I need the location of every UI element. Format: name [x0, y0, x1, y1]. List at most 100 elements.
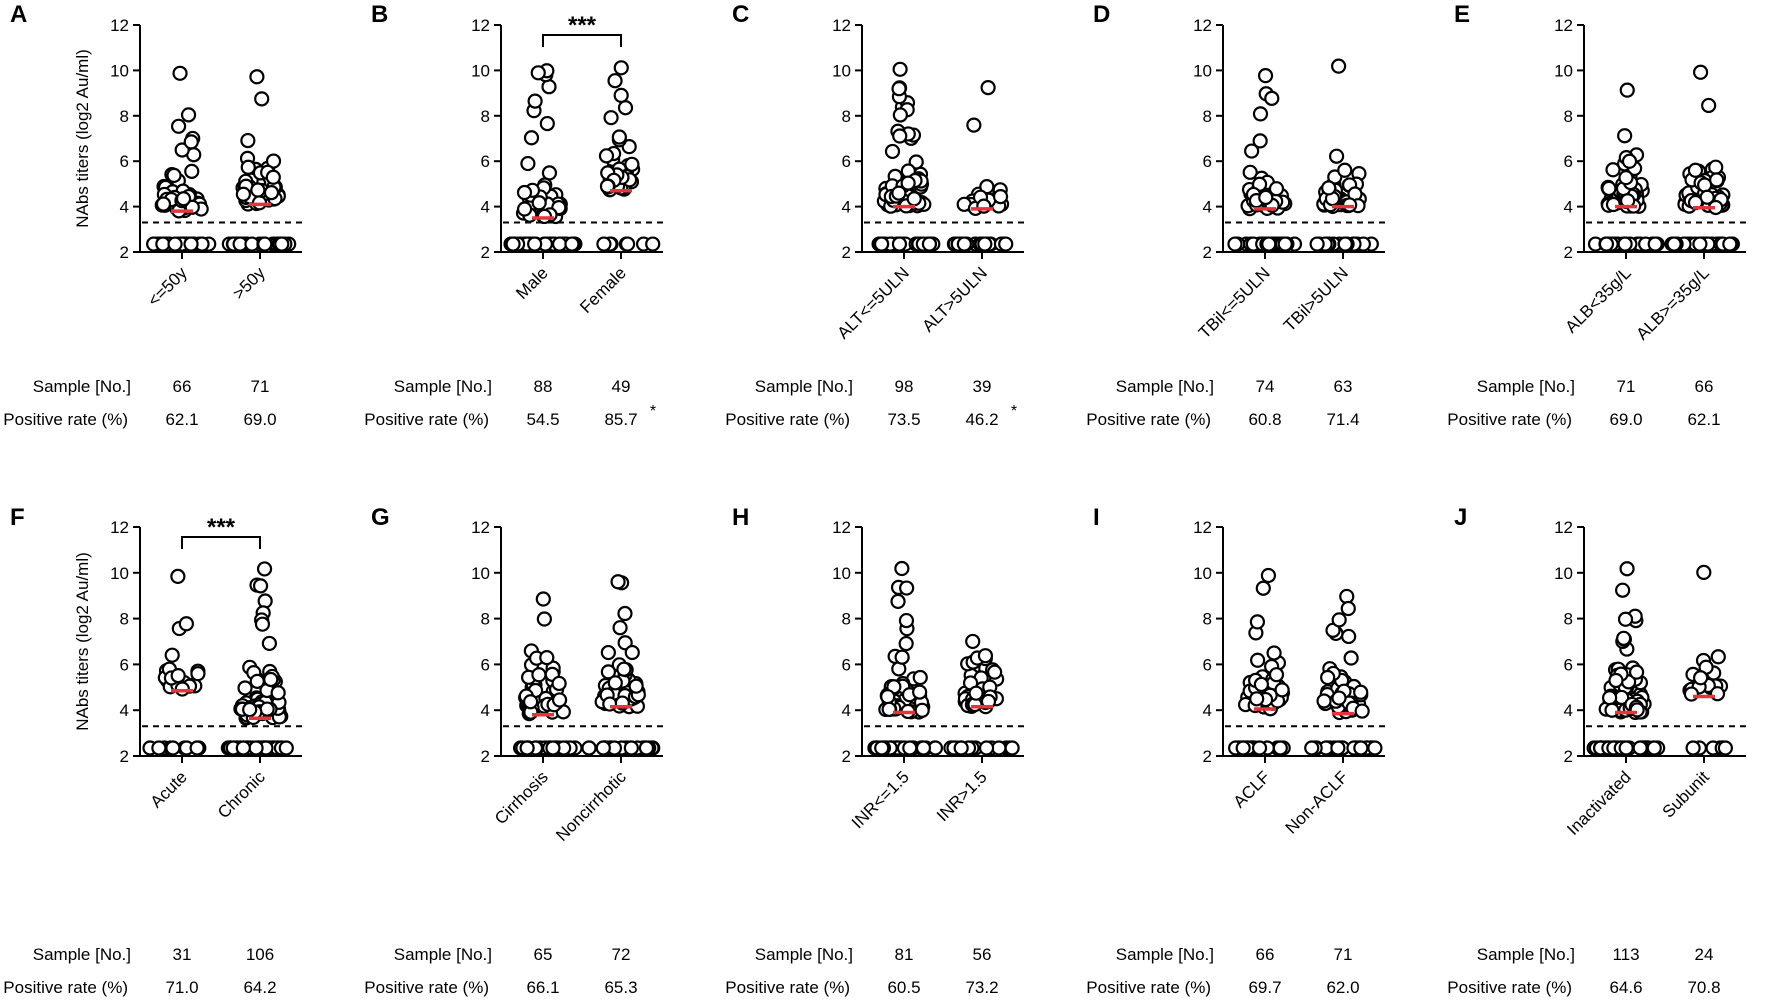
data-point	[977, 236, 993, 252]
data-point	[1255, 580, 1271, 596]
positive-rate-row-label: Positive rate (%)	[3, 978, 128, 997]
y-tick-label: 8	[481, 107, 490, 126]
data-point	[1709, 172, 1725, 188]
data-point	[1252, 133, 1268, 149]
data-point	[890, 593, 906, 610]
data-point	[240, 159, 256, 175]
data-point	[624, 156, 640, 172]
data-point	[912, 684, 928, 700]
data-point	[1666, 236, 1682, 252]
sample-count: 49	[612, 377, 631, 396]
category-label: ALB>=35g/L	[1633, 263, 1713, 343]
data-point	[628, 678, 644, 694]
data-point	[1647, 236, 1663, 252]
data-point	[1249, 691, 1265, 707]
y-tick-label: 10	[471, 564, 490, 583]
panel-letter: B	[371, 1, 388, 28]
data-point	[1709, 686, 1726, 702]
panel-D: D 2 4 6 8 10 12 TBil<=5ULN TBil>5ULN Sample [No.]…	[1086, 1, 1385, 429]
y-tick-label: 4	[1564, 198, 1573, 217]
positive-rate-row-label: Positive rate (%)	[364, 410, 489, 429]
sample-count: 98	[895, 377, 914, 396]
points-ALT>5ULN	[946, 80, 1014, 252]
sample-row-label: Sample [No.]	[394, 377, 492, 396]
rate-significance-mark: *	[1011, 403, 1017, 420]
category-label: Inactivated	[1563, 767, 1635, 839]
data-point	[240, 132, 256, 149]
data-point	[1321, 180, 1337, 196]
data-point	[978, 740, 995, 756]
data-point	[921, 236, 938, 252]
panel-C: C 2 4 6 8 10 12 ALT<=5ULN ALT>5ULN Sample [No.] Po…	[725, 1, 1024, 429]
y-tick-label: 4	[120, 701, 129, 720]
data-point	[1701, 97, 1717, 114]
data-point	[638, 740, 655, 756]
data-point	[1320, 669, 1336, 686]
points-Cirrhosis	[513, 591, 583, 756]
data-point	[1257, 68, 1274, 84]
positive-rate-row-label: Positive rate (%)	[3, 410, 128, 429]
data-point	[174, 142, 190, 158]
data-point	[600, 664, 616, 680]
data-point	[1309, 236, 1325, 252]
data-point	[1252, 106, 1269, 122]
points-Male	[503, 63, 583, 252]
points-ACLF	[1228, 567, 1291, 756]
y-tick-label: 2	[842, 243, 851, 262]
data-point	[613, 87, 629, 103]
category-label: INR>1.5	[933, 767, 991, 825]
data-point	[1249, 614, 1266, 630]
sample-count: 56	[973, 945, 992, 964]
positive-rate-value: 62.1	[1687, 410, 1720, 429]
data-point	[270, 685, 286, 701]
y-tick-label: 6	[481, 655, 490, 674]
sample-count: 71	[1334, 945, 1353, 964]
data-point	[624, 644, 640, 661]
category-label: Subunit	[1659, 767, 1713, 821]
data-point	[252, 578, 269, 594]
data-point	[1628, 664, 1645, 680]
data-point	[531, 195, 547, 211]
data-point	[892, 61, 908, 77]
data-point	[1617, 128, 1633, 144]
data-point	[902, 740, 918, 756]
data-point	[539, 650, 555, 666]
y-tick-label: 8	[1203, 610, 1212, 629]
data-point	[1722, 236, 1738, 252]
y-tick-label: 6	[1564, 655, 1573, 674]
y-tick-label: 12	[832, 16, 851, 35]
data-point	[613, 60, 629, 76]
positive-rate-value: 73.5	[887, 410, 920, 429]
points-TBil<=5ULN	[1227, 68, 1303, 252]
data-point	[527, 236, 543, 252]
data-point	[164, 647, 180, 663]
category-label: Male	[512, 263, 551, 302]
data-point	[1717, 740, 1733, 756]
y-tick-label: 10	[1193, 61, 1212, 80]
data-point	[166, 167, 182, 183]
panel-letter: C	[732, 1, 749, 28]
sample-count: 63	[1334, 377, 1353, 396]
data-point	[892, 107, 908, 123]
data-point	[551, 692, 568, 708]
positive-rate-value: 85.7	[604, 410, 637, 429]
data-point	[1353, 684, 1369, 700]
panel-G: G 2 4 6 8 10 12 Cirrhosis Noncirrhotic Sample [No…	[364, 504, 663, 997]
category-label: ACLF	[1230, 767, 1274, 811]
data-point	[1274, 682, 1290, 698]
panel-F: F 2 4 6 8 10 12 NAbs titers (log2 Au/ml) Acute Ch…	[3, 504, 302, 997]
data-point	[1260, 567, 1277, 584]
data-point	[170, 118, 187, 134]
data-point	[167, 236, 183, 252]
sample-count: 31	[173, 945, 192, 964]
positive-rate-value: 73.2	[965, 978, 998, 997]
data-point	[873, 236, 890, 252]
data-point	[564, 236, 580, 252]
data-point	[190, 666, 206, 682]
y-tick-label: 6	[842, 152, 851, 171]
panel-H: H 2 4 6 8 10 12 INR<=1.5 INR>1.5 Sample [No.] Posi…	[725, 504, 1024, 997]
data-point	[1242, 164, 1258, 180]
data-point	[1617, 611, 1634, 627]
data-point	[1598, 236, 1615, 252]
y-tick-label: 10	[471, 61, 490, 80]
